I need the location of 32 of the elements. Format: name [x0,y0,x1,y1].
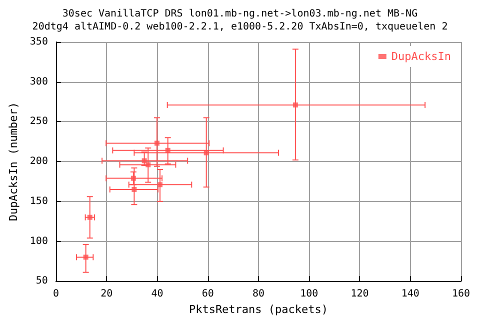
y-tick-label: 200 [30,156,48,168]
x-tick-label: 60 [202,288,214,300]
legend-label: DupAcksIn [391,50,452,63]
point [83,254,88,260]
x-axis-title: PktsRetrans (packets) [188,303,328,316]
y-tick-label: 250 [30,116,48,128]
x-tick-label: 0 [52,288,59,300]
x-tick-label: 20 [100,288,113,300]
point [132,186,137,192]
point [130,176,136,181]
point [292,102,298,108]
chart-title: 30sec VanillaTCP DRS lon01.mb-ng.net->lon03.mb-ng.net MB-NG [62,8,418,20]
y-tick-label: 50 [36,276,48,287]
point [204,150,209,156]
x-tick-label: 160 [452,288,470,300]
x-tick-label: 80 [252,288,265,300]
chart-subtitle: 20dtg4 altAIMD-0.2 web100-2.2.1, e1000-5.2.20 TxAbsIn=0, txqueuelen 2 [32,22,448,32]
point [87,214,92,220]
x-tick-label: 40 [151,288,164,300]
y-tick-label: 150 [30,196,48,207]
point [165,148,170,153]
y-tick-label: 350 [30,36,48,48]
x-tick-label: 140 [401,288,420,300]
y-tick-label: 300 [30,76,48,88]
point [146,162,151,168]
y-tick-label: 100 [30,236,48,247]
y-axis-title: DupAcksIn (number) [7,102,20,222]
point [158,182,163,188]
x-tick-label: 100 [300,288,318,300]
x-tick-label: 120 [350,288,369,300]
point [154,140,160,146]
point [142,158,147,164]
